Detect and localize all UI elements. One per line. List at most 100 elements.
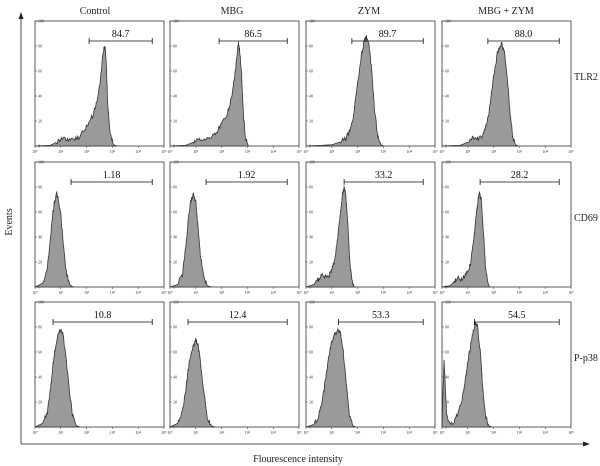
gate-percent-label: 10.8 xyxy=(94,310,112,321)
x-tick-label: 10⁰ xyxy=(439,149,445,154)
y-tick-label: 20 xyxy=(38,119,42,124)
y-tick-label: 20 xyxy=(173,400,177,405)
y-tick-label: 40 xyxy=(173,375,177,380)
gate-percent-label: 1.18 xyxy=(103,170,121,181)
y-tick-label: 100 xyxy=(445,19,451,24)
histogram-area xyxy=(305,328,356,428)
y-tick-label: 100 xyxy=(173,19,179,24)
y-tick-label: 20 xyxy=(445,119,449,124)
y-tick-label: 40 xyxy=(445,94,449,99)
x-tick-label: 10¹ xyxy=(58,149,64,154)
y-tick-label: 100 xyxy=(445,160,451,165)
x-tick-label: 10⁵ xyxy=(161,430,167,435)
y-tick-label: 80 xyxy=(173,325,177,330)
panel-tlr2-zym: 02040608010010⁰10¹10²10³10⁴10⁵89.7 xyxy=(303,19,438,155)
x-tick-label: 10¹ xyxy=(58,430,64,435)
y-tick-label: 20 xyxy=(309,260,313,265)
x-tick-label: 10⁵ xyxy=(568,290,574,295)
x-tick-label: 10³ xyxy=(517,430,523,435)
x-tick-label: 10⁴ xyxy=(406,149,412,154)
x-tick-label: 10⁰ xyxy=(167,290,173,295)
y-tick-label: 80 xyxy=(173,185,177,190)
panel-tlr2-mbg-zym: 02040608010010⁰10¹10²10³10⁴10⁵88.0 xyxy=(439,19,574,155)
y-tick-label: 80 xyxy=(38,44,42,49)
y-tick-label: 60 xyxy=(173,210,177,215)
histogram-area xyxy=(169,41,250,147)
panel-tlr2-mbg: 02040608010010⁰10¹10²10³10⁴10⁵86.5 xyxy=(167,19,302,155)
x-tick-label: 10² xyxy=(219,430,225,435)
gate-percent-label: 54.5 xyxy=(508,310,526,321)
y-tick-label: 20 xyxy=(173,119,177,124)
y-tick-label: 80 xyxy=(309,44,313,49)
x-tick-label: 10⁴ xyxy=(135,290,141,295)
row-label-p-p38: P-p38 xyxy=(574,353,598,364)
histogram-area xyxy=(34,191,75,288)
x-tick-label: 10³ xyxy=(517,149,523,154)
gate-percent-label: 89.7 xyxy=(379,29,397,40)
y-tick-label: 20 xyxy=(309,119,313,124)
y-tick-label: 40 xyxy=(173,94,177,99)
x-tick-label: 10¹ xyxy=(329,149,335,154)
x-tick-label: 10¹ xyxy=(193,290,199,295)
panel-p-p38-mbg-zym: 02040608010010⁰10¹10²10³10⁴10⁵54.5 xyxy=(439,300,574,436)
x-tick-label: 10² xyxy=(84,149,90,154)
column-title-mbg: MBG xyxy=(221,6,244,17)
x-tick-label: 10⁵ xyxy=(432,149,438,154)
y-tick-label: 20 xyxy=(173,260,177,265)
panel-p-p38-zym: 02040608010010⁰10¹10²10³10⁴10⁵53.3 xyxy=(303,300,438,436)
y-tick-label: 80 xyxy=(173,44,177,49)
x-tick-label: 10⁴ xyxy=(542,430,548,435)
y-tick-label: 20 xyxy=(309,400,313,405)
y-tick-label: 40 xyxy=(38,235,42,240)
x-tick-label: 10³ xyxy=(381,290,387,295)
x-tick-label: 10³ xyxy=(110,149,116,154)
column-title-mbg-zym: MBG + ZYM xyxy=(478,6,534,17)
gate-percent-label: 12.4 xyxy=(229,310,247,321)
y-tick-label: 40 xyxy=(445,235,449,240)
histogram-area xyxy=(169,337,216,428)
histogram-area xyxy=(169,192,212,288)
histogram-area xyxy=(441,191,491,288)
x-tick-label: 10¹ xyxy=(465,430,471,435)
column-title-control: Control xyxy=(80,6,111,17)
x-tick-label: 10² xyxy=(491,290,497,295)
x-tick-label: 10⁰ xyxy=(32,430,38,435)
y-tick-label: 40 xyxy=(173,235,177,240)
gate-percent-label: 28.2 xyxy=(511,170,529,181)
row-label-tlr2: TLR2 xyxy=(574,72,598,83)
gate-percent-label: 88.0 xyxy=(515,29,533,40)
y-axis-title: Events xyxy=(4,208,15,235)
gate-percent-label: 1.92 xyxy=(238,170,256,181)
panel-grid: 02040608010010⁰10¹10²10³10⁴10⁵84.7020406… xyxy=(32,19,574,436)
y-tick-label: 80 xyxy=(309,185,313,190)
y-tick-label: 80 xyxy=(445,325,449,330)
y-axis-arrowhead xyxy=(18,12,24,19)
y-tick-label: 80 xyxy=(309,325,313,330)
x-tick-label: 10³ xyxy=(245,430,251,435)
y-tick-label: 40 xyxy=(309,375,313,380)
x-tick-label: 10⁴ xyxy=(135,149,141,154)
x-tick-label: 10¹ xyxy=(465,149,471,154)
x-tick-label: 10² xyxy=(84,430,90,435)
x-tick-label: 10¹ xyxy=(329,290,335,295)
histogram-area xyxy=(441,41,519,147)
histogram-area xyxy=(305,35,384,147)
y-tick-label: 100 xyxy=(38,300,44,305)
panel-p-p38-control: 02040608010010⁰10¹10²10³10⁴10⁵10.8 xyxy=(32,300,167,436)
x-tick-label: 10⁴ xyxy=(135,430,141,435)
x-tick-label: 10⁴ xyxy=(406,290,412,295)
y-tick-label: 20 xyxy=(38,400,42,405)
y-tick-label: 20 xyxy=(445,260,449,265)
x-tick-label: 10⁴ xyxy=(270,430,276,435)
x-tick-label: 10² xyxy=(355,149,361,154)
x-tick-label: 10³ xyxy=(381,149,387,154)
x-tick-label: 10⁵ xyxy=(432,290,438,295)
y-tick-label: 60 xyxy=(309,350,313,355)
x-tick-label: 10⁵ xyxy=(161,149,167,154)
histogram-area xyxy=(305,185,355,288)
x-tick-label: 10² xyxy=(219,290,225,295)
y-tick-label: 100 xyxy=(445,300,451,305)
y-tick-label: 100 xyxy=(173,300,179,305)
y-tick-label: 60 xyxy=(38,210,42,215)
